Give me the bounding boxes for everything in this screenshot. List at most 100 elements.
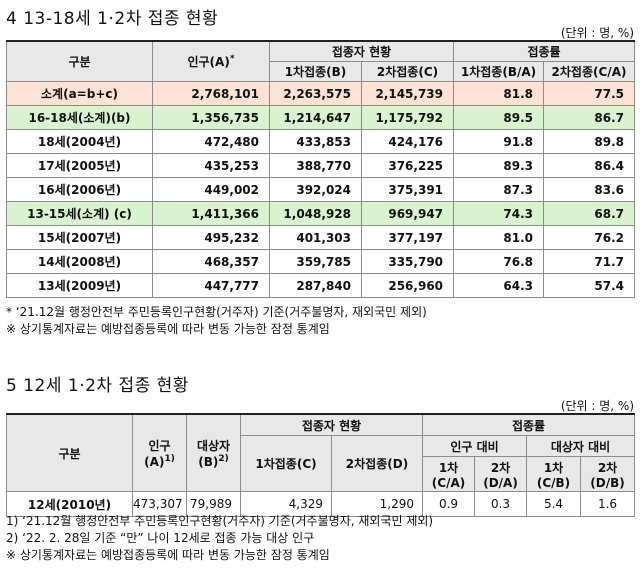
row-population: 472,480 — [152, 129, 270, 154]
row-rate2-pop: 0.3 — [474, 491, 528, 517]
table-row: 소계(a=b+c) 2,768,101 2,263,575 2,145,739 … — [6, 81, 636, 106]
row-label: 소계(a=b+c) — [6, 81, 153, 106]
header-population-mark: * — [229, 54, 235, 64]
header-r1-tgt-text: 1차 — [543, 460, 564, 475]
section5-unit: (단위 : 명, %) — [560, 399, 634, 413]
row-label: 13-15세(소계) (c) — [6, 201, 153, 226]
row-dose2: 1,175,792 — [360, 105, 455, 130]
header-population-text: 인구(A) — [187, 55, 230, 69]
row-rate2: 89.8 — [543, 129, 636, 154]
row-dose2: 377,197 — [360, 225, 455, 250]
row-label: 17세(2005년) — [6, 153, 153, 178]
header-population: 인구 (A)1) — [132, 413, 187, 492]
header-r2-tgt-text: 2차 — [597, 460, 618, 475]
row-label: 18세(2004년) — [6, 129, 153, 154]
header-target-sub: (B)2) — [188, 454, 240, 469]
table-row: 14세(2008년) 468,357 359,785 335,790 76.8 … — [6, 249, 636, 274]
header-r2-tgt: 2차 (D/B) — [580, 456, 636, 492]
header-rate: 접종률 — [422, 413, 636, 436]
row-dose2: 376,225 — [360, 153, 455, 178]
row-dose1: 401,303 — [269, 225, 362, 250]
header-r1-pop-text: 1차 — [438, 460, 459, 475]
header-dose1: 1차접종(C) — [240, 435, 332, 492]
row-population: 1,411,366 — [152, 201, 270, 226]
row-rate1: 81.0 — [453, 225, 545, 250]
row-population: 435,253 — [152, 153, 270, 178]
header-population: 인구(A)* — [152, 40, 270, 82]
note: ※ 상기통계자료는 예방접종등록에 따라 변동 가능한 잠정 통계임 — [6, 322, 330, 336]
row-dose2: 256,960 — [360, 273, 455, 298]
row-rate1: 81.8 — [453, 81, 545, 106]
header-category: 구분 — [6, 413, 133, 492]
row-dose1: 4,329 — [240, 491, 332, 517]
section4-rows: 소계(a=b+c) 2,768,101 2,263,575 2,145,739 … — [6, 81, 636, 298]
row-label: 12세(2010년) — [6, 491, 133, 517]
header-r1-pop-sub: (C/A) — [431, 475, 466, 490]
table-row: 17세(2005년) 435,253 388,770 376,225 89.3 … — [6, 153, 636, 178]
header-rate: 접종률 — [453, 40, 636, 62]
row-dose2: 424,176 — [360, 129, 455, 154]
section4-title: 4 13-18세 1·2차 접종 현황 — [6, 9, 219, 29]
row-rate2: 76.2 — [543, 225, 636, 250]
header-vaccinated: 접종자 현황 — [239, 413, 424, 436]
row-population: 473,307 — [132, 491, 187, 517]
row-rate2: 71.7 — [543, 249, 636, 274]
section5-table: 구분 인구 (A)1) 대상자 (B)2) 접종자 현황 접종률 1차접종(C)… — [6, 413, 636, 517]
header-population-sub: (A)1) — [134, 454, 186, 469]
section4-notes: * ‘21.12월 행정안전부 주민등록인구현황(거주자) 기준(거주불명자, … — [6, 304, 427, 338]
row-rate1: 89.5 — [453, 105, 545, 130]
row-population: 2,768,101 — [152, 81, 270, 106]
header-r1-tgt-sub: (C/B) — [536, 475, 571, 490]
row-rate2: 68.7 — [543, 201, 636, 226]
header-r2-tgt-sub: (D/B) — [590, 475, 625, 490]
row-population: 447,777 — [152, 273, 270, 298]
header-dose1: 1차접종(B) — [269, 61, 362, 82]
row-label: 13세(2009년) — [6, 273, 153, 298]
table-row: 13-15세(소계) (c) 1,411,366 1,048,928 969,9… — [6, 201, 636, 226]
header-rate1: 1차접종(B/A) — [453, 61, 545, 82]
row-population: 449,002 — [152, 177, 270, 202]
row-dose1: 2,263,575 — [269, 81, 362, 106]
header-dose2: 2차접종(C) — [360, 61, 455, 82]
row-rate2: 77.5 — [543, 81, 636, 106]
header-rate2: 2차접종(C/A) — [543, 61, 636, 82]
note: 2) ‘22. 2. 28일 기준 “만” 나이 12세로 접종 가능 대상 인… — [6, 531, 315, 545]
row-label: 16-18세(소계)(b) — [6, 105, 153, 130]
row-dose2: 375,391 — [360, 177, 455, 202]
header-population-mark: 1) — [164, 454, 175, 464]
table-row: 13세(2009년) 447,777 287,840 256,960 64.3 … — [6, 273, 636, 298]
row-dose1: 392,024 — [269, 177, 362, 202]
header-r1-tgt: 1차 (C/B) — [526, 456, 582, 492]
row-rate1: 89.3 — [453, 153, 545, 178]
table-row: 15세(2007년) 495,232 401,303 377,197 81.0 … — [6, 225, 636, 250]
row-rate1: 87.3 — [453, 177, 545, 202]
note: ※ 상기통계자료는 예방접종등록에 따라 변동 가능한 잠정 통계임 — [6, 548, 330, 562]
table-row: 16-18세(소계)(b) 1,356,735 1,214,647 1,175,… — [6, 105, 636, 130]
table-row: 18세(2004년) 472,480 433,853 424,176 91.8 … — [6, 129, 636, 154]
section4-unit: (단위 : 명, %) — [560, 26, 634, 40]
row-dose2: 2,145,739 — [360, 81, 455, 106]
row-dose2: 335,790 — [360, 249, 455, 274]
note: * ‘21.12월 행정안전부 주민등록인구현황(거주자) 기준(거주불명자, … — [6, 305, 427, 319]
row-label: 16세(2006년) — [6, 177, 153, 202]
header-target: 대상자 (B)2) — [186, 413, 241, 492]
header-population-text: 인구 — [148, 439, 171, 453]
section5-title: 5 12세 1·2차 접종 현황 — [6, 376, 189, 396]
header-vaccinated: 접종자 현황 — [268, 40, 455, 62]
row-population: 495,232 — [152, 225, 270, 250]
row-rate1: 74.3 — [453, 201, 545, 226]
table-row: 16세(2006년) 449,002 392,024 375,391 87.3 … — [6, 177, 636, 202]
row-dose1: 388,770 — [269, 153, 362, 178]
row-rate2: 86.4 — [543, 153, 636, 178]
row-rate1: 76.8 — [453, 249, 545, 274]
row-rate2-target: 1.6 — [580, 491, 636, 517]
row-dose2: 969,947 — [360, 201, 455, 226]
header-r2-pop-text: 2차 — [490, 460, 511, 475]
row-rate1-target: 5.4 — [526, 491, 582, 517]
row-dose1: 359,785 — [269, 249, 362, 274]
row-rate2: 86.7 — [543, 105, 636, 130]
header-population-sub-text: (A) — [144, 455, 165, 469]
row-rate2: 57.4 — [543, 273, 636, 298]
header-r1-pop: 1차 (C/A) — [422, 456, 476, 492]
